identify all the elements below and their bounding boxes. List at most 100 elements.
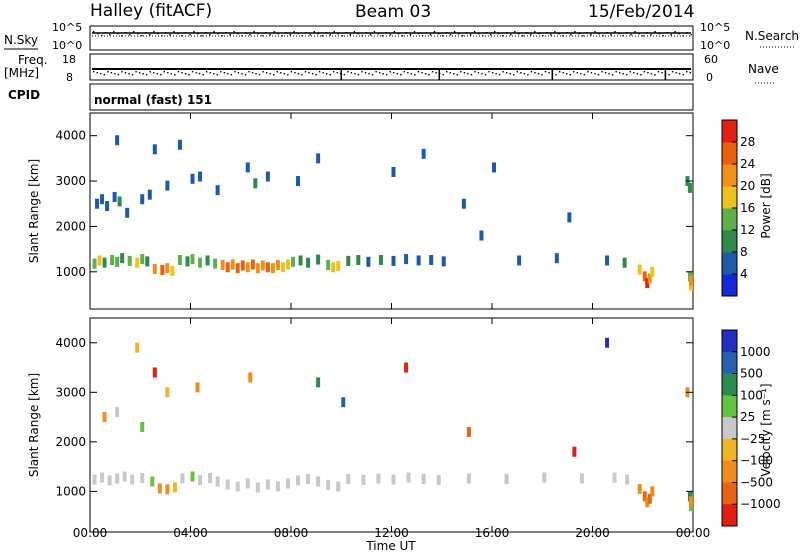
- velocity-colorbar-segment: [722, 417, 737, 440]
- nsky-sample: [437, 33, 440, 35]
- power-cell: [650, 266, 655, 277]
- freq-tick-bottom: 8: [66, 71, 73, 84]
- velocity-cell: [152, 367, 157, 378]
- velocity-ytick-label: 4000: [55, 336, 86, 350]
- nsky-sample: [514, 31, 516, 33]
- velocity-cell: [504, 473, 509, 484]
- nsearch-label: N.Search: [745, 29, 799, 43]
- nsky-sample: [309, 34, 311, 36]
- nave-sample: [650, 73, 653, 75]
- velocity-cell: [466, 473, 471, 484]
- nave-sample: [498, 74, 501, 76]
- nave-sample: [562, 72, 564, 74]
- velocity-cell: [436, 474, 441, 485]
- power-cell: [331, 262, 336, 273]
- velocity-cell: [404, 362, 409, 373]
- nave-sample: [276, 71, 278, 73]
- nsky-sample: [498, 33, 500, 35]
- velocity-cell: [326, 479, 331, 490]
- nsky-sample: [526, 32, 528, 34]
- power-cell: [336, 260, 341, 271]
- nsky-sample: [217, 33, 219, 35]
- nsky-sample: [393, 31, 396, 33]
- nave-sample: [227, 73, 229, 75]
- nave-sample: [124, 72, 127, 74]
- nave-sample: [611, 74, 614, 76]
- power-cell: [215, 185, 220, 196]
- nsky-sample: [149, 34, 151, 36]
- nsky-sample: [453, 31, 456, 33]
- nave-sample: [509, 73, 511, 75]
- nave-sample: [615, 71, 617, 73]
- nave-sample: [308, 72, 310, 74]
- power-cell: [140, 194, 145, 205]
- nave-sample: [555, 74, 557, 76]
- nave-sample: [636, 73, 639, 75]
- nsky-sample: [550, 34, 552, 36]
- power-cell: [622, 257, 627, 268]
- power-cell: [265, 171, 270, 182]
- nave-sample: [153, 72, 155, 74]
- nave-sample: [273, 74, 275, 76]
- nave-sample: [661, 72, 663, 74]
- nsky-sample: [161, 35, 163, 37]
- power-cell: [391, 166, 396, 177]
- nave-sample: [520, 72, 522, 74]
- nsky-sample: [181, 35, 183, 37]
- nave-sample: [322, 72, 324, 74]
- nave-sample: [580, 73, 582, 75]
- nave-sample: [597, 74, 600, 76]
- nave-sample: [396, 73, 398, 75]
- velocity-cell: [612, 472, 617, 483]
- velocity-cell: [285, 478, 290, 489]
- nave-sample: [93, 71, 95, 73]
- nsky-sample: [153, 31, 155, 33]
- power-ytick-label: 4000: [55, 129, 86, 143]
- nave-sample: [220, 71, 222, 73]
- power-cell: [177, 139, 182, 150]
- nave-sample: [484, 74, 487, 76]
- velocity-cell: [647, 493, 652, 504]
- nave-sample: [456, 74, 458, 76]
- power-colorbar-tick-label: 24: [740, 157, 755, 171]
- time-tick-label: 04:00: [173, 526, 208, 540]
- nave-sample: [237, 72, 240, 74]
- nsky-tick-top: 10^5: [52, 21, 82, 34]
- nsky-sample: [578, 33, 580, 35]
- nave-sample: [633, 72, 635, 74]
- power-colorbar-segment: [722, 252, 737, 275]
- nave-sample: [333, 71, 335, 73]
- nave-sample: [382, 73, 384, 75]
- power-cell: [198, 171, 203, 182]
- nave-sample: [428, 74, 430, 76]
- nave-sample: [495, 73, 497, 75]
- nsky-sample: [481, 35, 484, 37]
- nave-sample: [223, 72, 226, 74]
- power-colorbar-segment: [722, 120, 737, 143]
- nsky-sample: [562, 35, 564, 37]
- nave-sample: [209, 72, 211, 74]
- nsky-sample: [530, 34, 532, 36]
- nsky-sample: [690, 34, 692, 36]
- velocity-cell: [115, 407, 120, 418]
- nave-sample: [460, 71, 462, 73]
- velocity-cell: [235, 481, 240, 492]
- nsky-sample: [473, 31, 476, 33]
- nsky-sample: [522, 35, 524, 37]
- nsky-sample: [349, 34, 352, 36]
- power-cell: [170, 265, 175, 276]
- time-tick-label: 16:00: [475, 526, 510, 540]
- nave-sample: [378, 72, 381, 74]
- nave-sample: [470, 74, 473, 76]
- power-cell: [127, 255, 132, 266]
- power-cell: [205, 255, 210, 266]
- power-cell: [316, 153, 321, 164]
- nave-sample: [481, 73, 483, 75]
- nave-sample: [364, 72, 367, 74]
- velocity-cell: [245, 478, 250, 489]
- velocity-cell: [115, 473, 120, 484]
- power-cell: [213, 258, 218, 269]
- power-cell: [185, 256, 190, 267]
- velocity-colorbar-segment: [722, 438, 737, 462]
- nave-sample: [488, 71, 490, 73]
